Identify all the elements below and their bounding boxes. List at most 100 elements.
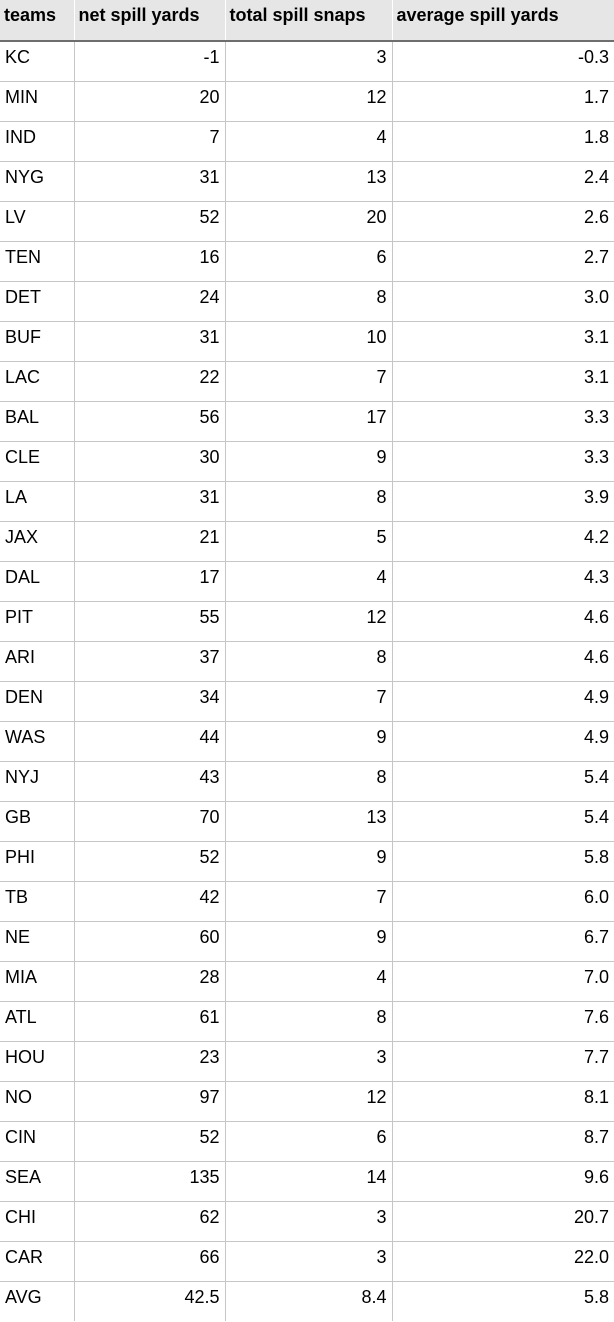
cell-average-spill-yards[interactable]: 6.0 [391, 881, 614, 922]
cell-team[interactable]: MIN [0, 81, 75, 122]
cell-team[interactable]: NE [0, 921, 75, 962]
cell-average-spill-yards[interactable]: 5.8 [391, 841, 614, 882]
cell-average-spill-yards[interactable]: 1.8 [391, 121, 614, 162]
column-header-teams[interactable]: teams [0, 0, 75, 42]
cell-team[interactable]: DEN [0, 681, 75, 722]
cell-team[interactable]: CIN [0, 1121, 75, 1162]
cell-team[interactable]: JAX [0, 521, 75, 562]
cell-net-spill-yards[interactable]: 43 [73, 761, 226, 802]
cell-total-spill-snaps[interactable]: 13 [224, 801, 393, 842]
cell-total-spill-snaps[interactable]: 9 [224, 721, 393, 762]
cell-average-spill-yards[interactable]: 3.3 [391, 401, 614, 442]
cell-team[interactable]: LA [0, 481, 75, 522]
cell-net-spill-yards[interactable]: 70 [73, 801, 226, 842]
cell-total-spill-snaps[interactable]: 10 [224, 321, 393, 362]
cell-net-spill-yards[interactable]: 22 [73, 361, 226, 402]
cell-average-spill-yards[interactable]: 22.0 [391, 1241, 614, 1282]
cell-total-spill-snaps[interactable]: 8 [224, 1001, 393, 1042]
cell-team[interactable]: LAC [0, 361, 75, 402]
cell-net-spill-yards[interactable]: 42.5 [73, 1281, 226, 1321]
cell-net-spill-yards[interactable]: 62 [73, 1201, 226, 1242]
cell-team[interactable]: LV [0, 201, 75, 242]
cell-average-spill-yards[interactable]: 5.4 [391, 761, 614, 802]
cell-total-spill-snaps[interactable]: 3 [224, 1041, 393, 1082]
cell-total-spill-snaps[interactable]: 8.4 [224, 1281, 393, 1321]
cell-average-spill-yards[interactable]: -0.3 [391, 40, 614, 82]
cell-average-spill-yards[interactable]: 3.0 [391, 281, 614, 322]
cell-net-spill-yards[interactable]: 30 [73, 441, 226, 482]
cell-team[interactable]: CHI [0, 1201, 75, 1242]
cell-net-spill-yards[interactable]: 21 [73, 521, 226, 562]
cell-total-spill-snaps[interactable]: 17 [224, 401, 393, 442]
cell-team[interactable]: WAS [0, 721, 75, 762]
cell-total-spill-snaps[interactable]: 3 [224, 1201, 393, 1242]
cell-average-spill-yards[interactable]: 8.1 [391, 1081, 614, 1122]
cell-average-spill-yards[interactable]: 3.1 [391, 361, 614, 402]
cell-net-spill-yards[interactable]: 61 [73, 1001, 226, 1042]
cell-net-spill-yards[interactable]: 56 [73, 401, 226, 442]
cell-team[interactable]: IND [0, 121, 75, 162]
cell-net-spill-yards[interactable]: 52 [73, 1121, 226, 1162]
cell-team[interactable]: DET [0, 281, 75, 322]
cell-total-spill-snaps[interactable]: 12 [224, 1081, 393, 1122]
cell-average-spill-yards[interactable]: 9.6 [391, 1161, 614, 1202]
cell-net-spill-yards[interactable]: 42 [73, 881, 226, 922]
cell-average-spill-yards[interactable]: 3.1 [391, 321, 614, 362]
cell-net-spill-yards[interactable]: 17 [73, 561, 226, 602]
cell-total-spill-snaps[interactable]: 8 [224, 481, 393, 522]
cell-team[interactable]: SEA [0, 1161, 75, 1202]
cell-average-spill-yards[interactable]: 4.6 [391, 641, 614, 682]
cell-team[interactable]: ATL [0, 1001, 75, 1042]
cell-total-spill-snaps[interactable]: 7 [224, 361, 393, 402]
cell-total-spill-snaps[interactable]: 8 [224, 281, 393, 322]
cell-net-spill-yards[interactable]: -1 [73, 40, 226, 82]
cell-net-spill-yards[interactable]: 52 [73, 841, 226, 882]
cell-team[interactable]: AVG [0, 1281, 75, 1321]
cell-net-spill-yards[interactable]: 24 [73, 281, 226, 322]
cell-average-spill-yards[interactable]: 4.6 [391, 601, 614, 642]
cell-team[interactable]: DAL [0, 561, 75, 602]
cell-total-spill-snaps[interactable]: 12 [224, 81, 393, 122]
cell-net-spill-yards[interactable]: 7 [73, 121, 226, 162]
cell-net-spill-yards[interactable]: 55 [73, 601, 226, 642]
cell-average-spill-yards[interactable]: 6.7 [391, 921, 614, 962]
cell-team[interactable]: PIT [0, 601, 75, 642]
cell-team[interactable]: NYJ [0, 761, 75, 802]
cell-net-spill-yards[interactable]: 52 [73, 201, 226, 242]
cell-team[interactable]: MIA [0, 961, 75, 1002]
cell-team[interactable]: HOU [0, 1041, 75, 1082]
cell-total-spill-snaps[interactable]: 20 [224, 201, 393, 242]
cell-total-spill-snaps[interactable]: 9 [224, 441, 393, 482]
cell-average-spill-yards[interactable]: 2.7 [391, 241, 614, 282]
cell-net-spill-yards[interactable]: 34 [73, 681, 226, 722]
cell-total-spill-snaps[interactable]: 12 [224, 601, 393, 642]
cell-total-spill-snaps[interactable]: 8 [224, 761, 393, 802]
cell-average-spill-yards[interactable]: 2.6 [391, 201, 614, 242]
cell-net-spill-yards[interactable]: 44 [73, 721, 226, 762]
cell-average-spill-yards[interactable]: 7.0 [391, 961, 614, 1002]
cell-total-spill-snaps[interactable]: 7 [224, 881, 393, 922]
column-header-total-spill-snaps[interactable]: total spill snaps [225, 0, 393, 42]
cell-average-spill-yards[interactable]: 4.2 [391, 521, 614, 562]
cell-total-spill-snaps[interactable]: 4 [224, 961, 393, 1002]
cell-total-spill-snaps[interactable]: 14 [224, 1161, 393, 1202]
cell-total-spill-snaps[interactable]: 4 [224, 121, 393, 162]
cell-average-spill-yards[interactable]: 3.3 [391, 441, 614, 482]
cell-net-spill-yards[interactable]: 28 [73, 961, 226, 1002]
cell-average-spill-yards[interactable]: 4.9 [391, 681, 614, 722]
cell-team[interactable]: BAL [0, 401, 75, 442]
cell-total-spill-snaps[interactable]: 9 [224, 841, 393, 882]
cell-average-spill-yards[interactable]: 8.7 [391, 1121, 614, 1162]
column-header-net-spill-yards[interactable]: net spill yards [74, 0, 226, 42]
cell-team[interactable]: GB [0, 801, 75, 842]
cell-average-spill-yards[interactable]: 7.7 [391, 1041, 614, 1082]
cell-total-spill-snaps[interactable]: 7 [224, 681, 393, 722]
cell-team[interactable]: BUF [0, 321, 75, 362]
cell-team[interactable]: CAR [0, 1241, 75, 1282]
cell-average-spill-yards[interactable]: 5.4 [391, 801, 614, 842]
column-header-average-spill-yards[interactable]: average spill yards [392, 0, 614, 42]
cell-total-spill-snaps[interactable]: 8 [224, 641, 393, 682]
cell-team[interactable]: NYG [0, 161, 75, 202]
cell-average-spill-yards[interactable]: 4.3 [391, 561, 614, 602]
cell-team[interactable]: CLE [0, 441, 75, 482]
